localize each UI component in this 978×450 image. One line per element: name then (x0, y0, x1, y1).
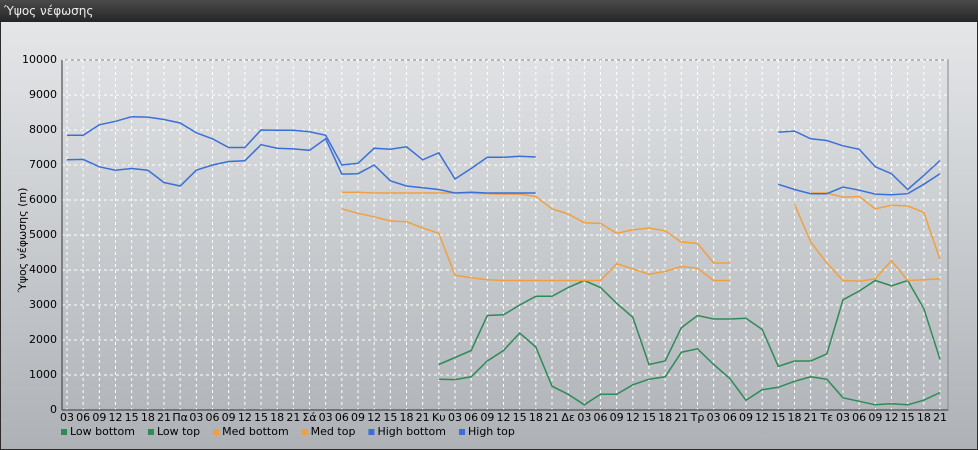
legend-label: Low top (157, 425, 200, 438)
legend-swatch (61, 429, 67, 435)
x-tick-label: 06 (464, 411, 478, 424)
title-bar: Ύψος νέφωσης (0, 0, 978, 22)
x-tick-label: 18 (529, 411, 543, 424)
x-tick-label: 12 (367, 411, 381, 424)
x-tick-label: Πα (172, 411, 188, 424)
series-line (341, 191, 941, 264)
x-tick-label: 09 (222, 411, 236, 424)
x-tick-label: 18 (141, 411, 155, 424)
legend-label: High bottom (377, 425, 446, 438)
y-tick-label: 9000 (29, 88, 57, 101)
x-tick-label: 18 (658, 411, 672, 424)
x-tick-label: 21 (157, 411, 171, 424)
x-tick-label: 15 (125, 411, 139, 424)
x-tick-label: 06 (76, 411, 90, 424)
x-tick-label: 03 (836, 411, 850, 424)
legend-swatch (368, 429, 375, 435)
x-tick-label: 15 (642, 411, 656, 424)
x-tick-label: 15 (383, 411, 397, 424)
x-tick-label: 18 (917, 411, 931, 424)
x-tick-label: 06 (594, 411, 608, 424)
x-tick-label: 09 (739, 411, 753, 424)
x-tick-label: 09 (351, 411, 365, 424)
y-tick-label: 6000 (29, 193, 57, 206)
x-tick-label: Τε (819, 411, 833, 424)
y-tick-label: 7000 (29, 158, 57, 171)
y-tick-label: 3000 (29, 298, 57, 311)
x-tick-label: 12 (238, 411, 252, 424)
x-tick-label: 15 (513, 411, 527, 424)
legend-label: Low bottom (70, 425, 135, 438)
x-tick-label: Τρ (690, 411, 705, 424)
x-tick-label: 15 (901, 411, 915, 424)
x-tick-label: 12 (497, 411, 511, 424)
x-tick-label: Δε (561, 411, 575, 424)
x-tick-label: 09 (610, 411, 624, 424)
legend-swatch (301, 429, 308, 435)
x-tick-label: 09 (868, 411, 882, 424)
y-tick-label: 0 (50, 403, 57, 416)
series-line (66, 137, 941, 196)
y-tick-label: 8000 (29, 123, 57, 136)
x-tick-label: 21 (545, 411, 559, 424)
x-tick-label: 06 (723, 411, 737, 424)
y-tick-label: 10000 (22, 53, 57, 66)
x-tick-label: 12 (626, 411, 640, 424)
legend-swatch (459, 429, 465, 435)
x-tick-label: Κυ (432, 411, 446, 424)
x-tick-label: 03 (707, 411, 721, 424)
x-tick-label: 21 (804, 411, 818, 424)
x-tick-label: 21 (416, 411, 430, 424)
x-tick-label: 18 (400, 411, 414, 424)
legend-swatch (213, 429, 220, 435)
y-tick-label: 4000 (29, 263, 57, 276)
x-tick-label: 12 (109, 411, 123, 424)
x-tick-label: 18 (788, 411, 802, 424)
x-tick-label: 03 (448, 411, 462, 424)
x-tick-label: 09 (92, 411, 106, 424)
y-tick-label: 5000 (29, 228, 57, 241)
x-tick-label: 03 (319, 411, 333, 424)
x-tick-label: 21 (933, 411, 947, 424)
x-tick-label: 03 (577, 411, 591, 424)
y-tick-label: 2000 (29, 333, 57, 346)
y-tick-label: 1000 (29, 368, 57, 381)
series-line (341, 203, 941, 282)
legend-label: Med bottom (222, 425, 289, 438)
x-tick-label: 12 (755, 411, 769, 424)
x-tick-label: 03 (60, 411, 74, 424)
series-line (67, 115, 941, 191)
x-tick-label: 21 (674, 411, 688, 424)
legend-label: High top (468, 425, 515, 438)
x-tick-label: 15 (771, 411, 785, 424)
x-tick-label: 15 (254, 411, 268, 424)
x-tick-label: 18 (270, 411, 284, 424)
x-tick-label: Σά (302, 411, 316, 424)
x-tick-label: 06 (206, 411, 220, 424)
x-tick-label: 12 (885, 411, 899, 424)
series-line (438, 331, 941, 406)
series-line (438, 279, 941, 368)
x-tick-label: 21 (286, 411, 300, 424)
x-tick-label: 03 (189, 411, 203, 424)
x-tick-label: 09 (480, 411, 494, 424)
legend-label: Med top (311, 425, 356, 438)
chart: Ύψος νέφωσης (m) 0 1000 2000 3000 4000 5000 60… (1, 22, 977, 449)
y-axis-label: Ύψος νέφωσης (m) (16, 188, 29, 294)
legend-swatch (147, 429, 154, 435)
x-tick-label: 06 (852, 411, 866, 424)
x-tick-label: 06 (335, 411, 349, 424)
